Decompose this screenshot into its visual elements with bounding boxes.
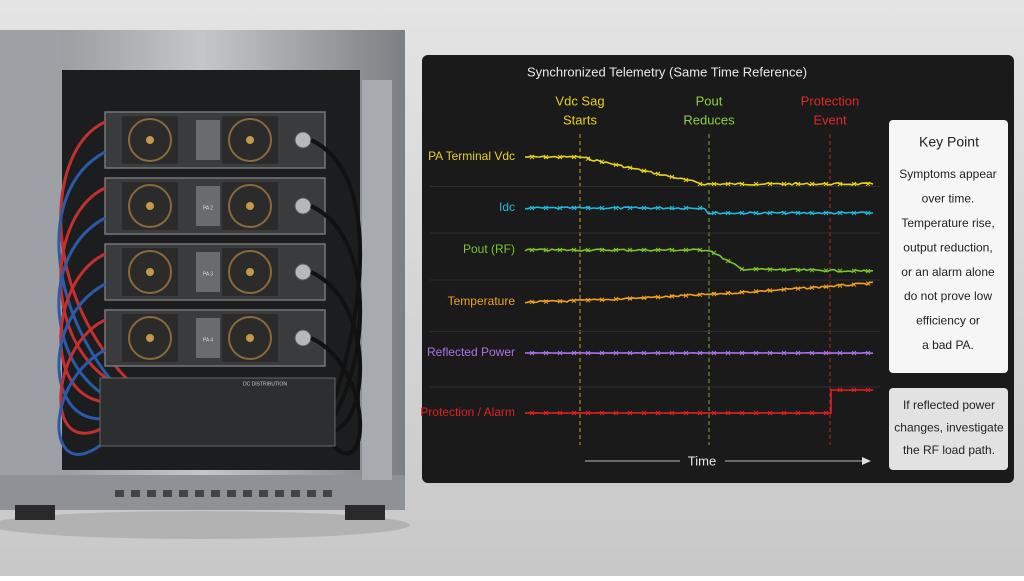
base-vent <box>147 490 156 497</box>
key-point-line: Symptoms appear <box>899 167 996 181</box>
rack-side <box>0 30 62 500</box>
key-point-line: a bad PA. <box>922 338 974 352</box>
event-label: Starts <box>563 112 597 127</box>
base-vent <box>211 490 220 497</box>
key-point-line: do not prove low <box>904 289 992 303</box>
rf-connector <box>295 132 311 148</box>
note-line: the RF load path. <box>903 443 995 457</box>
fan-hub <box>146 268 154 276</box>
dc-distribution <box>100 378 335 446</box>
event-label: Pout <box>696 93 723 108</box>
trace-label: Temperature <box>448 294 516 308</box>
note-line: If reflected power <box>903 398 995 412</box>
time-label: Time <box>688 453 716 468</box>
event-label: Protection <box>801 93 860 108</box>
event-label: Vdc Sag <box>555 93 604 108</box>
base-vent <box>227 490 236 497</box>
rf-connector <box>295 264 311 280</box>
fan-hub <box>246 334 254 342</box>
trace-label: Protection / Alarm <box>420 405 515 419</box>
base-vent <box>275 490 284 497</box>
base-vent <box>291 490 300 497</box>
key-point-line: output reduction, <box>903 240 992 254</box>
fan-hub <box>246 202 254 210</box>
fan-hub <box>246 268 254 276</box>
base-vent <box>115 490 124 497</box>
fan-hub <box>146 136 154 144</box>
trace-label: Pout (RF) <box>463 242 515 256</box>
rf-connector <box>295 330 311 346</box>
key-point-title: Key Point <box>919 134 979 150</box>
base-vent <box>243 490 252 497</box>
base-vent <box>179 490 188 497</box>
rack-foot <box>345 505 385 520</box>
base-vent <box>307 490 316 497</box>
trace-label: Reflected Power <box>427 345 515 359</box>
module-label: PA 4 <box>203 337 213 343</box>
key-point-line: efficiency or <box>916 314 980 328</box>
trace-label: PA Terminal Vdc <box>428 149 515 163</box>
rack-foot <box>15 505 55 520</box>
fan-hub <box>246 136 254 144</box>
trace-label: Idc <box>499 200 515 214</box>
key-point-line: Temperature rise, <box>901 216 994 230</box>
key-point-line: or an alarm alone <box>901 265 995 279</box>
event-label: Reduces <box>683 112 735 127</box>
fan-hub <box>146 334 154 342</box>
base-vent <box>131 490 140 497</box>
rack-post <box>362 80 392 480</box>
dc-distribution-label: DC DISTRIBUTION <box>243 381 287 387</box>
base-vent <box>163 490 172 497</box>
base-vent <box>259 490 268 497</box>
rf-connector <box>295 198 311 214</box>
base-vent <box>323 490 332 497</box>
module-label: PA 3 <box>203 271 213 277</box>
event-label: Event <box>813 112 847 127</box>
rack: PA 2 PA 3 PA 4 DC DISTRIBUTION <box>0 30 405 520</box>
note-line: changes, investigate <box>894 421 1004 435</box>
module-label: PA 2 <box>203 205 213 211</box>
key-point-line: over time. <box>922 192 975 206</box>
panel-title: Synchronized Telemetry (Same Time Refere… <box>527 64 807 79</box>
module-panel <box>196 120 220 160</box>
base-vent <box>195 490 204 497</box>
fan-hub <box>146 202 154 210</box>
